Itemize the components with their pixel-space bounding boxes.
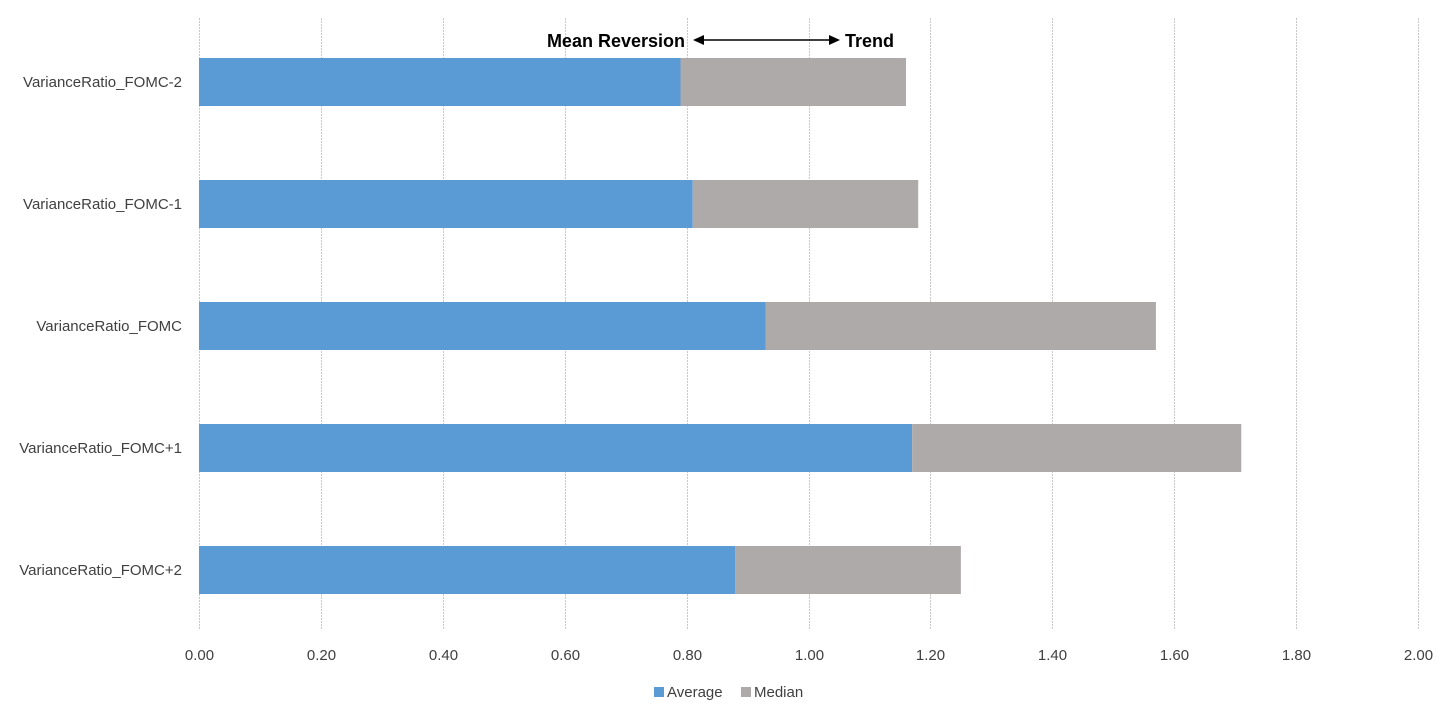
x-tick-label: 1.80: [1282, 647, 1311, 664]
bar-median-4: [735, 546, 961, 594]
category-label: VarianceRatio_FOMC-2: [23, 74, 182, 91]
legend-swatch-median: [741, 687, 751, 697]
x-tick-label: 2.00: [1404, 647, 1433, 664]
legend-swatch-average: [654, 687, 664, 697]
x-tick-label: 0.40: [429, 647, 458, 664]
legend-label-median: Median: [754, 684, 803, 701]
x-tick-label: 1.40: [1038, 647, 1067, 664]
category-label: VarianceRatio_FOMC+2: [19, 562, 182, 579]
bar-median-2: [765, 302, 1156, 350]
bar-average-2: [199, 302, 766, 350]
legend: Average Median: [654, 684, 803, 701]
x-tick-labels: 0.00 0.20 0.40 0.60 0.80 1.00 1.20 1.40 1.60 1.80…: [185, 647, 1433, 664]
bar-median-1: [692, 180, 919, 228]
annotation-trend: Trend: [845, 31, 894, 51]
bar-average-3: [199, 424, 913, 472]
bar-median-0: [680, 58, 907, 106]
bar-median-3: [912, 424, 1242, 472]
x-tick-label: 1.20: [916, 647, 945, 664]
x-tick-label: 0.20: [307, 647, 336, 664]
annotation-arrow-left-head: [693, 35, 704, 45]
category-label: VarianceRatio_FOMC: [36, 318, 182, 335]
bar-average-1: [199, 180, 693, 228]
category-label: VarianceRatio_FOMC-1: [23, 196, 182, 213]
x-tick-label: 0.80: [673, 647, 702, 664]
legend-label-average: Average: [667, 684, 723, 701]
category-label: VarianceRatio_FOMC+1: [19, 440, 182, 457]
x-tick-label: 1.60: [1160, 647, 1189, 664]
bars: [199, 58, 1242, 594]
annotation-arrow-right-head: [829, 35, 840, 45]
bar-average-4: [199, 546, 736, 594]
x-tick-label: 0.00: [185, 647, 214, 664]
x-tick-label: 1.00: [795, 647, 824, 664]
annotation: Mean Reversion Trend: [547, 31, 894, 51]
bar-average-0: [199, 58, 681, 106]
x-tick-label: 0.60: [551, 647, 580, 664]
annotation-mean-reversion: Mean Reversion: [547, 31, 685, 51]
category-labels: VarianceRatio_FOMC-2 VarianceRatio_FOMC-1…: [19, 74, 182, 579]
